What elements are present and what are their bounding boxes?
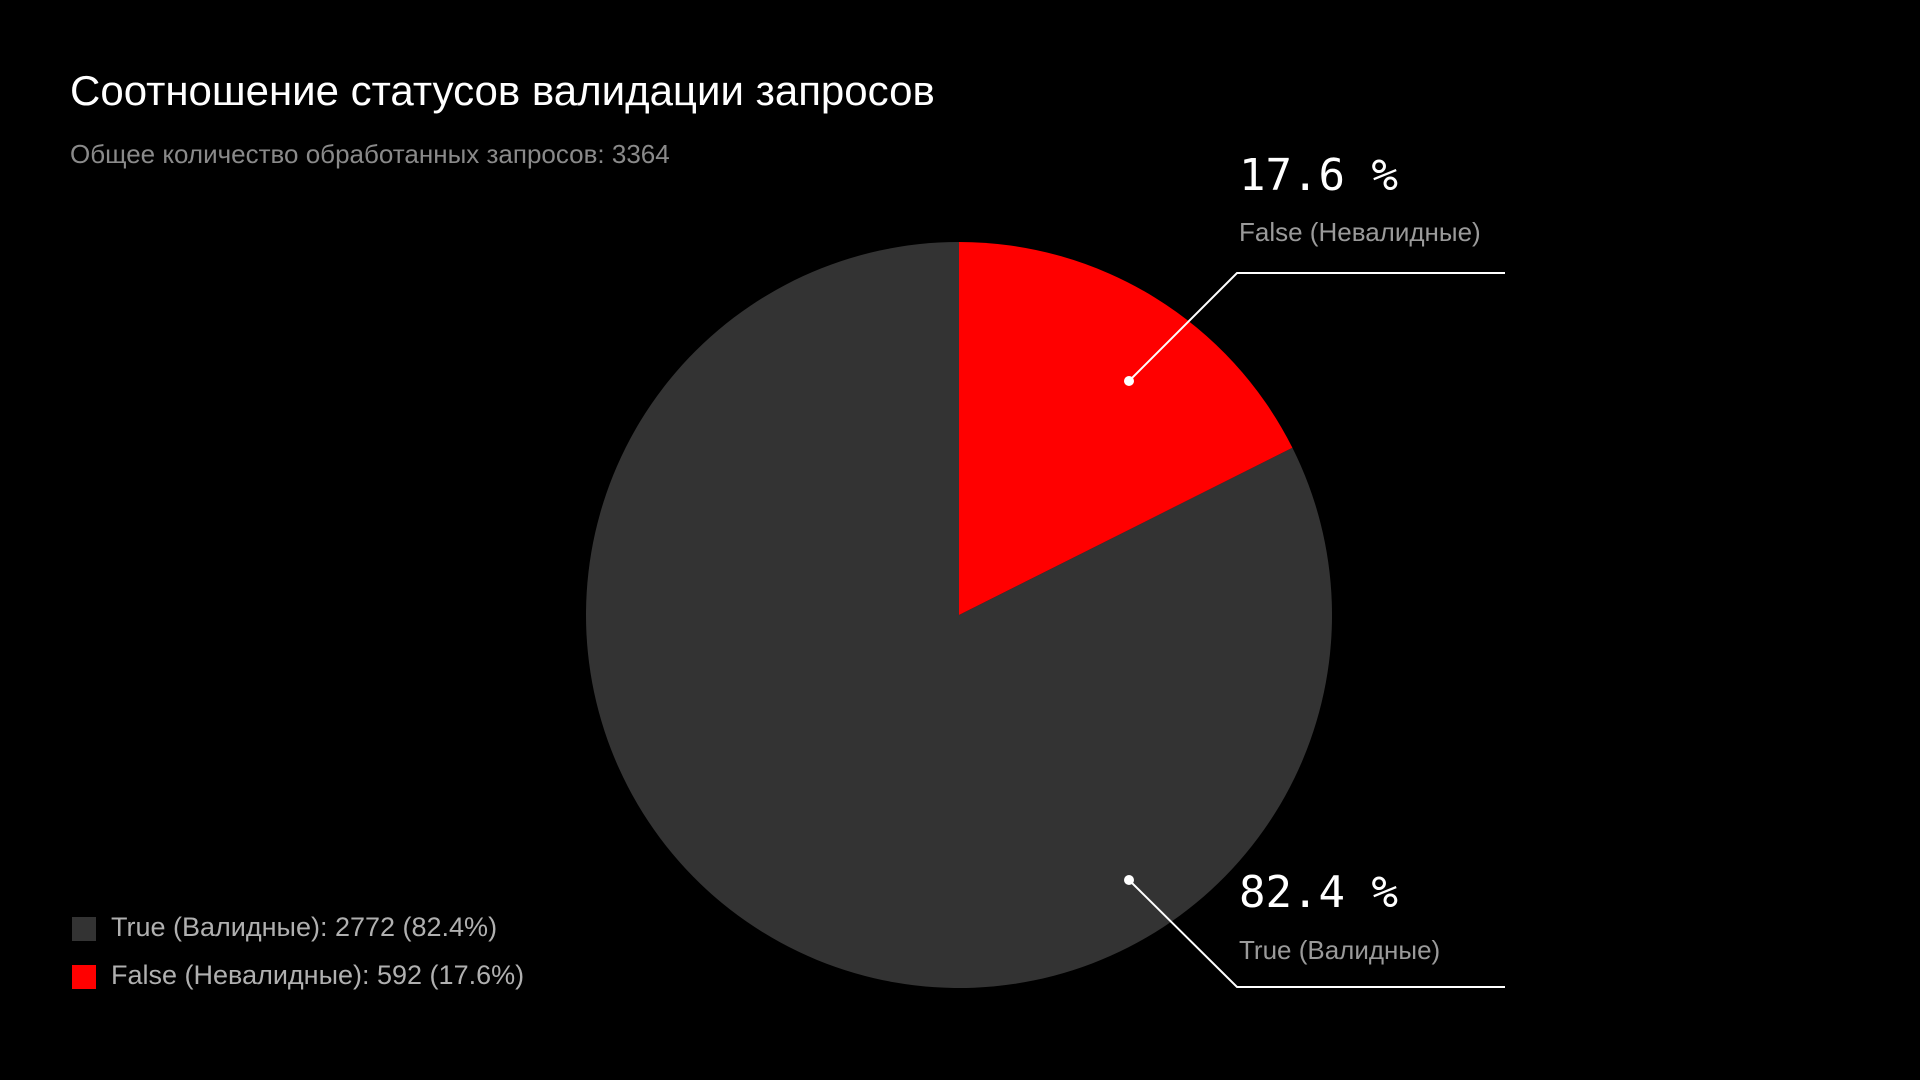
slice-label: False (Невалидные) <box>1239 217 1481 247</box>
legend-swatch <box>72 965 96 989</box>
callout-dot <box>1124 376 1134 386</box>
callout-line <box>1128 272 1505 382</box>
pie-slice <box>586 242 1332 989</box>
chart-subtitle: Общее количество обработанных запросов: … <box>70 139 670 169</box>
legend-label: True (Валидные): 2772 (82.4%) <box>111 912 497 942</box>
slice-label: True (Валидные) <box>1239 935 1440 965</box>
pie-slice <box>959 242 1293 615</box>
data-label: 82.4 % <box>1239 867 1398 918</box>
chart-title: Соотношение статусов валидации запросов <box>70 67 935 114</box>
legend-label: False (Невалидные): 592 (17.6%) <box>111 960 524 990</box>
callout-dot <box>1124 875 1134 885</box>
legend-swatch <box>72 917 96 941</box>
callout-line <box>1128 879 1505 988</box>
data-label: 17.6 % <box>1239 150 1398 201</box>
